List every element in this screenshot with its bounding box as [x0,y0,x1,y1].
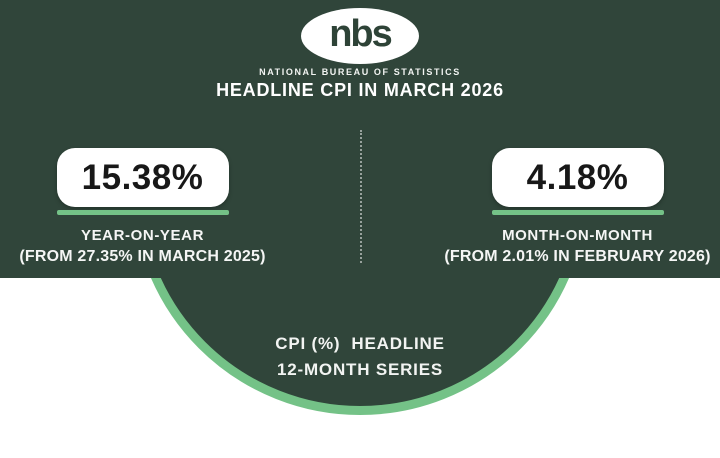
stat-label-year-on-year: YEAR-ON-YEAR [80,227,205,244]
series-caption-line2: 12-MONTH SERIES [277,360,443,379]
stat-value-year-on-year: 15.38% [81,158,204,197]
accent-underline [491,210,664,215]
nbs-logo: nbs [301,8,419,64]
org-name: NATIONAL BUREAU OF STATISTICS [259,67,461,77]
stat-card-month-on-month: 4.18% [491,148,664,207]
stat-value-month-on-month: 4.18% [526,158,629,197]
stat-label-month-on-month: MONTH-ON-MONTH [502,227,653,244]
stat-sublabel-year-on-year: (FROM 27.35% IN MARCH 2025) [19,248,266,265]
stat-sublabel-month-on-month: (FROM 2.01% IN FEBRUARY 2026) [444,248,711,265]
series-caption-line1: CPI (%) HEADLINE [275,334,445,353]
accent-underline [56,210,229,215]
bottom-panel [0,278,720,458]
stat-group-year-on-year: 15.38% YEAR-ON-YEAR (FROM 27.35% IN MARC… [0,148,285,266]
dotted-divider [360,130,362,263]
page-title: HEADLINE CPI IN MARCH 2026 [216,80,504,100]
nbs-logo-text: nbs [329,13,393,55]
stat-card-year-on-year: 15.38% [56,148,229,207]
stat-group-month-on-month: 4.18% MONTH-ON-MONTH (FROM 2.01% IN FEBR… [435,148,720,266]
series-caption: CPI (%) HEADLINE 12-MONTH SERIES [160,331,560,383]
